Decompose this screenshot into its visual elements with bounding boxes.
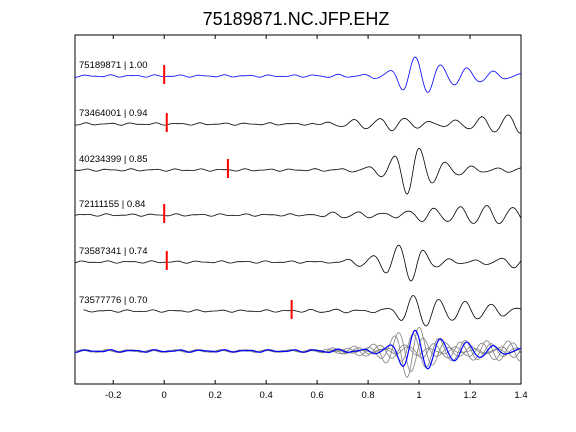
trace-label: 73464001 | 0.94 bbox=[79, 108, 148, 119]
trace-1: 75189871 | 1.00 bbox=[75, 56, 521, 93]
trace-waveform bbox=[83, 295, 522, 327]
trace-label: 73587341 | 0.74 bbox=[79, 246, 148, 257]
trace-waveform bbox=[74, 244, 522, 282]
x-tick-label: 0.4 bbox=[260, 390, 273, 401]
x-tick-label: 0.6 bbox=[311, 390, 324, 401]
traces-group: 75189871 | 1.00 73464001 | 0.94 40234399 |… bbox=[74, 56, 522, 327]
x-tick-label: -0.2 bbox=[105, 390, 121, 401]
x-tick-label: 0.8 bbox=[361, 390, 374, 401]
stack-trace bbox=[74, 333, 522, 368]
trace-waveform bbox=[75, 56, 521, 93]
trace-6: 73577776 | 0.70 bbox=[79, 295, 522, 327]
x-tick-label: 0 bbox=[162, 390, 167, 401]
trace-5: 73587341 | 0.74 bbox=[74, 244, 522, 282]
x-tick-label: 1 bbox=[416, 390, 421, 401]
trace-waveform bbox=[74, 205, 522, 225]
trace-3: 40234399 | 0.85 bbox=[75, 147, 522, 195]
stack-overlay-group bbox=[74, 326, 522, 378]
trace-label: 72111155 | 0.84 bbox=[79, 199, 145, 210]
trace-label: 75189871 | 1.00 bbox=[79, 60, 148, 71]
trace-label: 73577776 | 0.70 bbox=[79, 295, 148, 306]
trace-2: 73464001 | 0.94 bbox=[74, 108, 521, 134]
x-tick-label: 0.2 bbox=[209, 390, 222, 401]
stack-trace bbox=[74, 332, 522, 373]
x-tick-label: 1.2 bbox=[463, 390, 476, 401]
x-tick-label: 1.4 bbox=[514, 390, 527, 401]
plot-frame bbox=[74, 34, 522, 385]
trace-waveform bbox=[75, 147, 522, 195]
trace-4: 72111155 | 0.84 bbox=[74, 199, 522, 225]
x-axis: -0.2 0 0.2 0.4 0.6 0.8 1 1.2 1.4 bbox=[105, 35, 528, 401]
trace-label: 40234399 | 0.85 bbox=[79, 154, 148, 165]
trace-waveform bbox=[74, 114, 521, 134]
chart-title: 75189871.NC.JFP.EHZ bbox=[203, 9, 390, 29]
stack-reference-trace bbox=[75, 329, 521, 370]
